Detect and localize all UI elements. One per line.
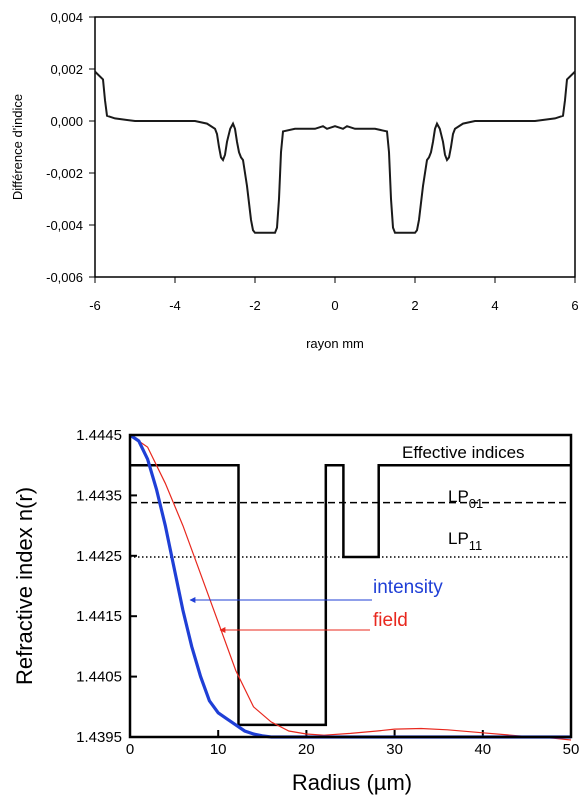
plot-frame-2 — [128, 433, 573, 739]
refractive-index-profile — [130, 463, 571, 727]
index-difference-chart: -6 -4 -2 0 2 4 6 0,004 0,002 0,000 -0,002 -0,004 -0,… — [10, 10, 579, 351]
field-label: field — [373, 610, 408, 631]
x-tick-label: -4 — [169, 298, 181, 313]
x-tick-label-2: 20 — [298, 741, 315, 758]
field-curve — [129, 434, 572, 741]
y-tick-label-2: 1.4445 — [76, 427, 122, 444]
x-tick-label: 4 — [491, 298, 498, 313]
y-tick-label-2: 1.4395 — [76, 729, 122, 746]
y-tick-label: 0,002 — [50, 62, 83, 77]
x-tick-label-2: 50 — [563, 741, 580, 758]
plot-frame — [94, 16, 576, 278]
x-tick-label: 2 — [411, 298, 418, 313]
y-axis-label: Différence d'indice — [10, 94, 25, 200]
effective-indices-label: Effective indices — [402, 443, 525, 462]
y-tick-label: -0,002 — [46, 166, 83, 181]
x-tick-label: -6 — [89, 298, 101, 313]
x-tick-label-2: 10 — [210, 741, 227, 758]
lp01-label: LP01 — [448, 487, 483, 511]
x-tick-label-2: 0 — [126, 741, 134, 758]
x-tick-label: 0 — [331, 298, 338, 313]
y-tick-label-2: 1.4425 — [76, 548, 122, 565]
x-tick-label: 6 — [571, 298, 578, 313]
y-tick-label-2: 1.4405 — [76, 669, 122, 686]
y-tick-label: -0,004 — [46, 218, 83, 233]
intensity-curve — [129, 433, 571, 739]
index-difference-series — [94, 70, 576, 234]
y-tick-label: 0,004 — [50, 10, 83, 25]
x-tick-label-2: 40 — [474, 741, 491, 758]
intensity-label: intensity — [373, 577, 443, 598]
x-tick-label: -2 — [249, 298, 261, 313]
x-axis-label-2: Radius (µm) — [292, 770, 412, 795]
y-axis-label-2: Refractive index n(r) — [12, 487, 37, 685]
y-tick-label-2: 1.4415 — [76, 608, 122, 625]
lp11-label: LP11 — [448, 529, 482, 553]
y-tick-label-2: 1.4435 — [76, 487, 122, 504]
y-tick-label: -0,006 — [46, 270, 83, 285]
y-tick-label: 0,000 — [50, 114, 83, 129]
x-tick-label-2: 30 — [386, 741, 403, 758]
x-axis-label: rayon mm — [306, 336, 364, 351]
